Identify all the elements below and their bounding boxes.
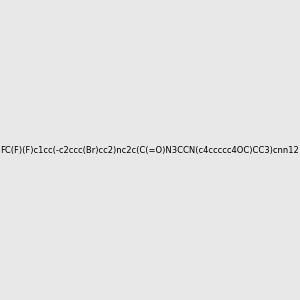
Text: FC(F)(F)c1cc(-c2ccc(Br)cc2)nc2c(C(=O)N3CCN(c4ccccc4OC)CC3)cnn12: FC(F)(F)c1cc(-c2ccc(Br)cc2)nc2c(C(=O)N3C…	[1, 146, 299, 154]
